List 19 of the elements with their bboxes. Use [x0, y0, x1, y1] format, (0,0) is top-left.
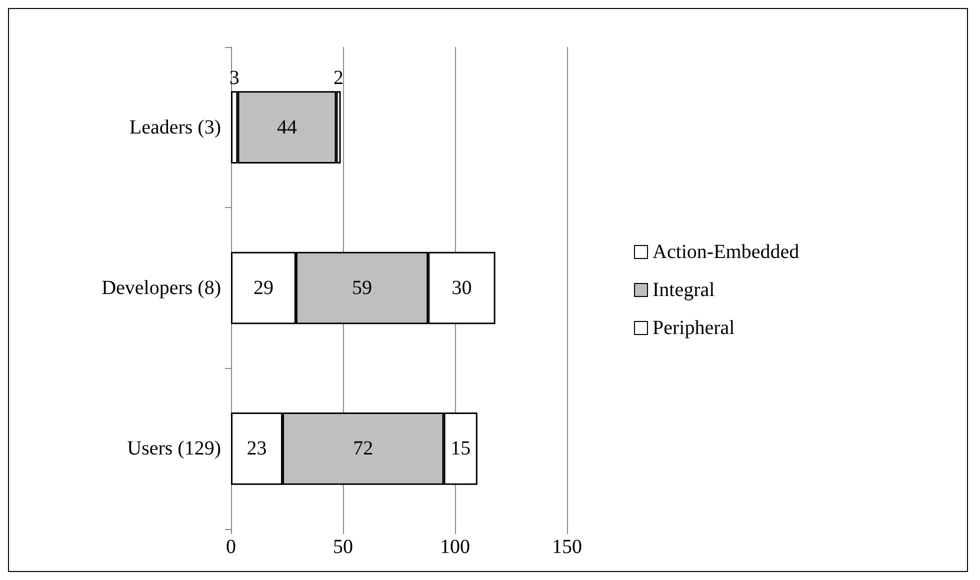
- data-label: 59: [352, 277, 372, 299]
- y-tick-label: Leaders (3): [129, 116, 221, 138]
- data-label: 72: [353, 438, 374, 460]
- legend-label: Peripheral: [652, 317, 736, 339]
- data-label: 44: [277, 116, 297, 138]
- x-tick-label: 50: [333, 536, 353, 558]
- data-label: 29: [253, 277, 274, 299]
- x-tick-label: 150: [552, 536, 582, 558]
- data-label: 23: [246, 438, 267, 460]
- y-tick-label: Users (129): [127, 438, 221, 460]
- data-label: 30: [452, 277, 472, 299]
- x-tick-label: 100: [440, 536, 470, 558]
- y-tick-label: Developers (8): [102, 277, 221, 299]
- x-tick-label: 0: [226, 536, 236, 558]
- data-label: 2: [334, 67, 344, 90]
- data-label: 15: [450, 438, 471, 460]
- data-label: 3: [229, 67, 240, 90]
- legend-label: Action-Embedded: [652, 241, 800, 263]
- legend-label: Integral: [652, 279, 716, 301]
